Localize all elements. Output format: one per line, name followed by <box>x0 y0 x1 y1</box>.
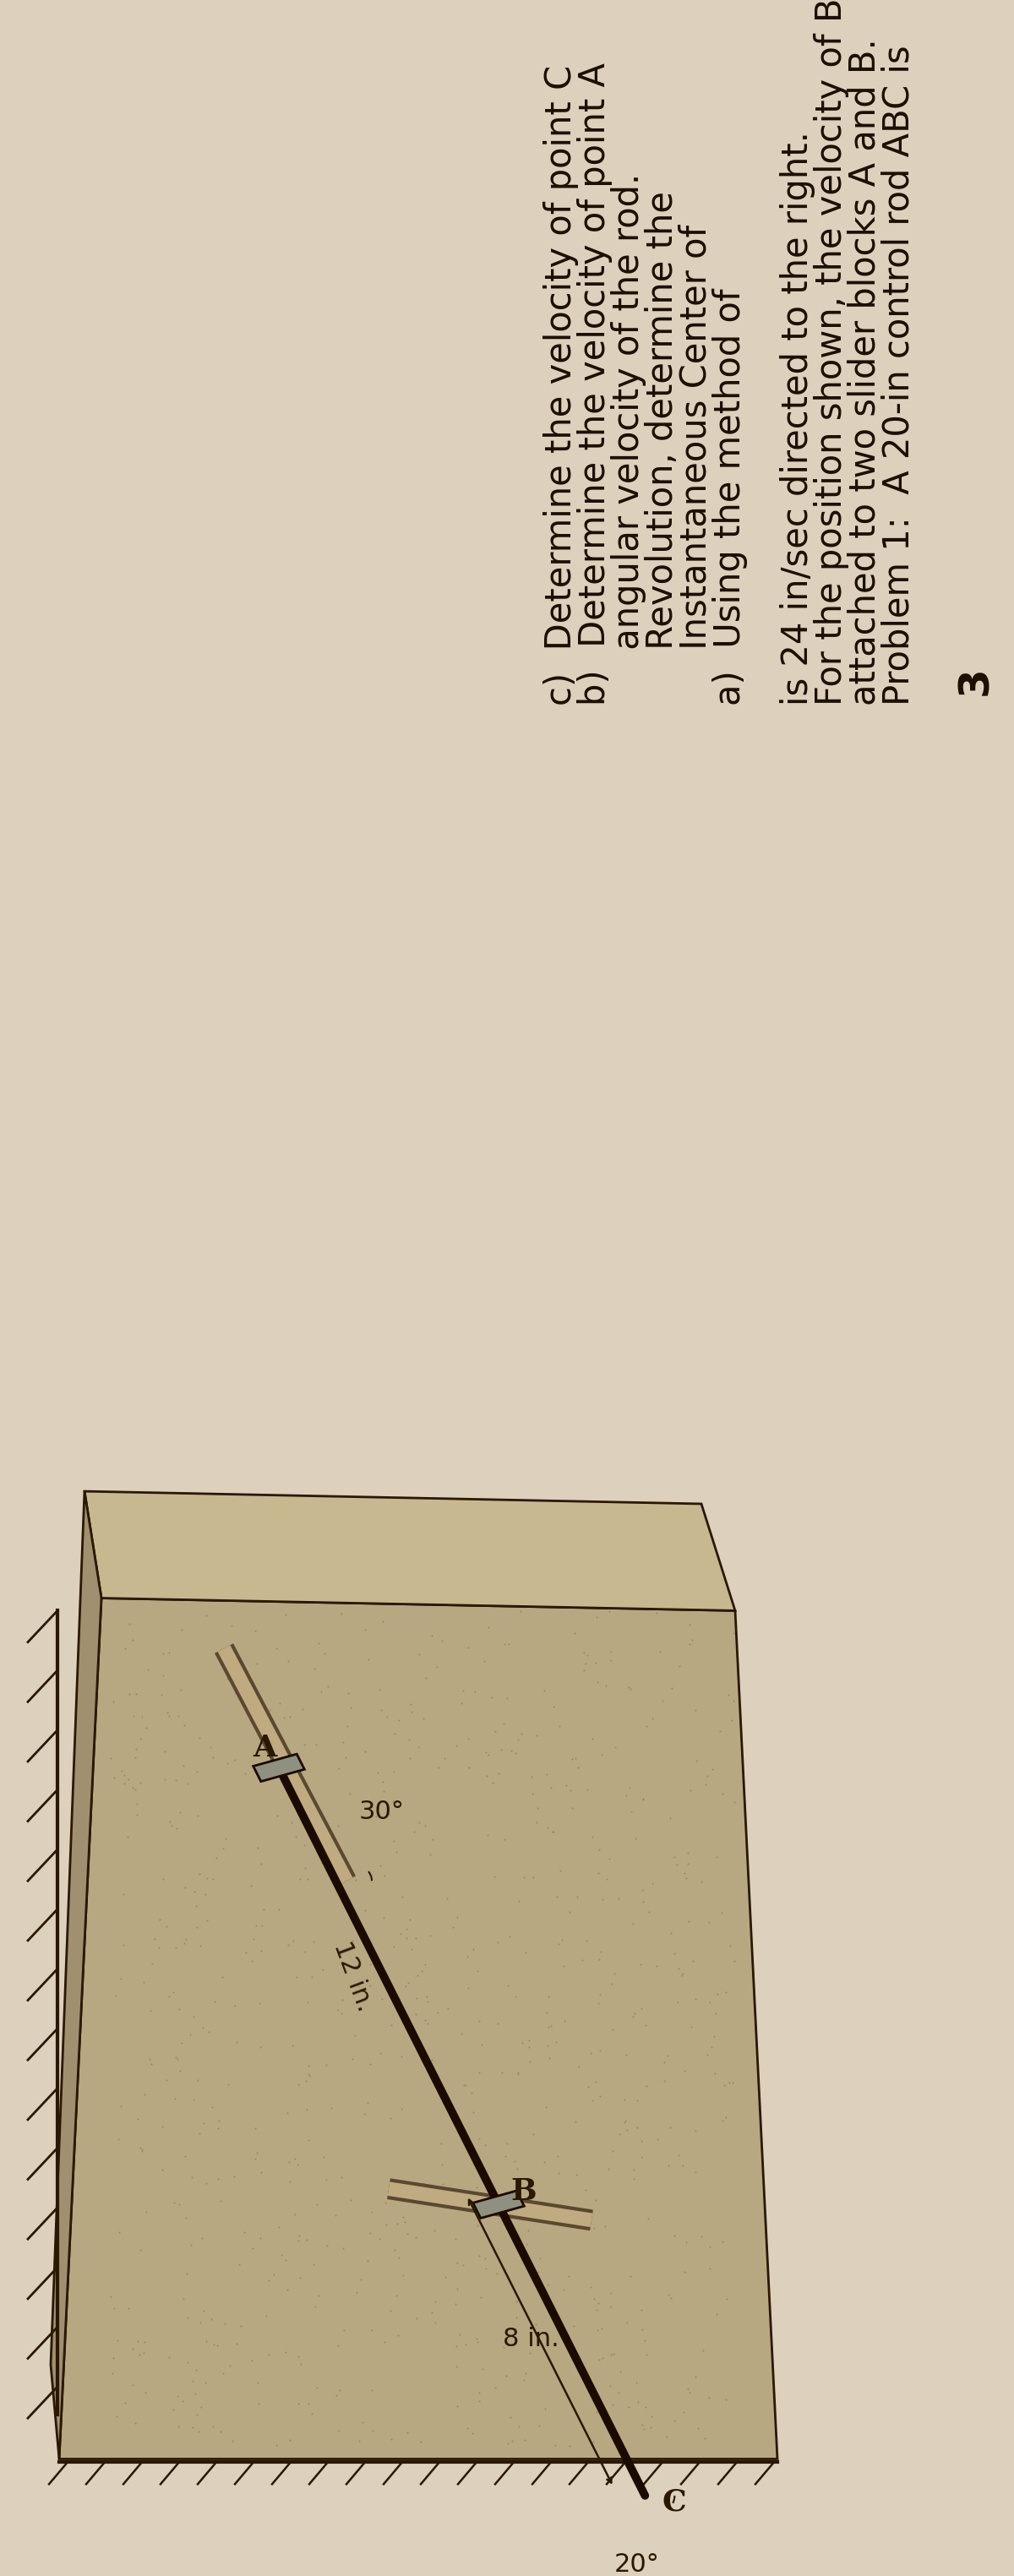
Text: 12 in.: 12 in. <box>329 1937 377 2014</box>
Text: A: A <box>252 1734 277 1762</box>
Text: c)  Determine the velocity of point C: c) Determine the velocity of point C <box>544 64 579 706</box>
Text: Revolution, determine the: Revolution, determine the <box>645 191 680 706</box>
Text: is 24 in/sec directed to the right.: is 24 in/sec directed to the right. <box>780 131 815 706</box>
Polygon shape <box>473 2190 524 2218</box>
Polygon shape <box>59 1597 778 2460</box>
Polygon shape <box>51 1492 101 2460</box>
Text: angular velocity of the rod.: angular velocity of the rod. <box>610 173 647 706</box>
Text: 8 in.: 8 in. <box>502 2326 559 2352</box>
Text: B: B <box>511 2177 536 2205</box>
Polygon shape <box>254 1754 304 1783</box>
Text: 20°: 20° <box>613 2553 659 2576</box>
Text: b)  Determine the velocity of point A: b) Determine the velocity of point A <box>577 62 612 706</box>
Text: Problem 1:  A 20-in control rod ABC is: Problem 1: A 20-in control rod ABC is <box>881 46 917 706</box>
Text: a)  Using the method of: a) Using the method of <box>712 289 748 706</box>
Text: 30°: 30° <box>359 1801 405 1824</box>
Text: Instantaneous Center of: Instantaneous Center of <box>678 224 714 706</box>
Text: For the position shown, the velocity of B: For the position shown, the velocity of … <box>814 0 850 706</box>
Text: attached to two slider blocks A and B.: attached to two slider blocks A and B. <box>848 39 883 706</box>
Polygon shape <box>84 1492 735 1610</box>
Text: 3: 3 <box>955 667 996 696</box>
Text: C: C <box>662 2488 686 2517</box>
